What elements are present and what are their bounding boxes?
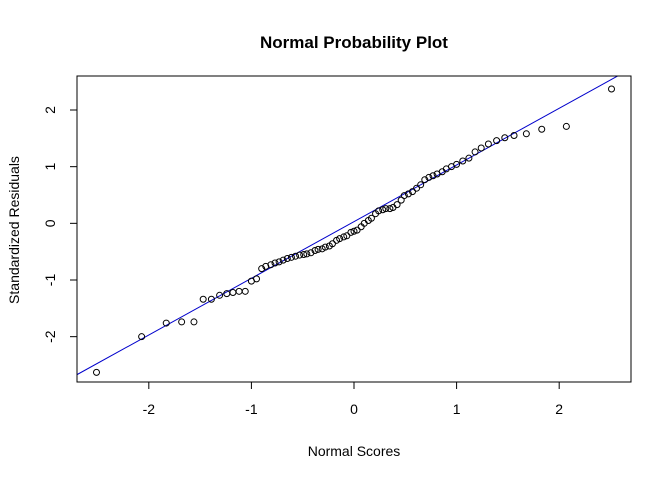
data-point — [386, 205, 394, 213]
data-point — [271, 259, 279, 267]
data-point — [229, 288, 237, 296]
data-point — [287, 253, 295, 261]
data-point — [425, 173, 433, 181]
data-point — [493, 137, 501, 145]
x-tick-label: 1 — [453, 401, 461, 417]
data-point — [307, 249, 315, 257]
data-point — [138, 333, 146, 341]
data-point — [453, 160, 461, 168]
data-point — [382, 205, 390, 213]
data-point — [296, 251, 304, 259]
data-point — [300, 251, 308, 258]
x-axis-label: Normal Scores — [308, 443, 401, 459]
data-point — [207, 295, 215, 303]
y-tick-label: -2 — [42, 330, 58, 343]
data-point — [162, 319, 170, 327]
x-tick-label: -2 — [143, 401, 156, 417]
data-point — [417, 181, 425, 189]
data-point — [311, 247, 319, 255]
data-point — [328, 240, 336, 248]
data-point — [199, 295, 207, 303]
data-point — [471, 148, 479, 156]
data-point — [393, 201, 401, 209]
data-point — [350, 227, 358, 235]
data-point — [267, 261, 275, 269]
data-point — [336, 235, 344, 243]
data-point — [283, 254, 291, 262]
data-point — [347, 228, 355, 236]
data-point — [413, 184, 421, 192]
data-point — [178, 318, 186, 326]
data-point — [459, 157, 467, 165]
data-point — [522, 130, 530, 138]
data-point — [275, 258, 283, 266]
x-tick-label: 2 — [555, 401, 563, 417]
data-point — [404, 190, 412, 198]
x-tick-label: 0 — [350, 401, 358, 417]
data-point — [367, 214, 375, 222]
y-tick-label: 2 — [42, 106, 58, 114]
data-point — [314, 245, 322, 253]
data-point — [421, 176, 429, 184]
y-axis-label: Standardized Residuals — [6, 156, 22, 304]
data-point — [216, 291, 224, 299]
data-point — [353, 226, 361, 234]
data-point — [465, 154, 473, 162]
y-tick-label: 1 — [42, 163, 58, 171]
data-point — [241, 287, 249, 295]
data-point — [429, 172, 437, 180]
data-point — [92, 368, 100, 376]
data-point — [303, 250, 311, 258]
data-point — [253, 275, 261, 283]
data-point — [501, 134, 509, 142]
data-point — [608, 85, 616, 93]
data-point — [292, 252, 300, 260]
data-point — [343, 232, 351, 240]
data-point — [484, 140, 492, 148]
data-point — [400, 192, 408, 200]
data-point — [279, 256, 287, 264]
data-point — [235, 287, 243, 295]
plot-frame — [76, 75, 632, 383]
data-point — [477, 144, 485, 152]
data-point — [562, 122, 570, 130]
data-point — [321, 243, 329, 251]
data-point — [510, 132, 518, 139]
data-point — [340, 233, 348, 241]
data-point — [379, 206, 387, 214]
data-point — [408, 188, 416, 196]
x-tick-label: -1 — [245, 401, 258, 417]
chart-title: Normal Probability Plot — [260, 33, 448, 52]
y-tick-label: 0 — [42, 219, 58, 227]
data-point — [538, 125, 546, 133]
data-point — [258, 265, 266, 273]
y-tick-label: -1 — [42, 274, 58, 287]
data-point — [190, 318, 198, 326]
data-point — [375, 207, 383, 215]
reference-line — [77, 76, 619, 376]
